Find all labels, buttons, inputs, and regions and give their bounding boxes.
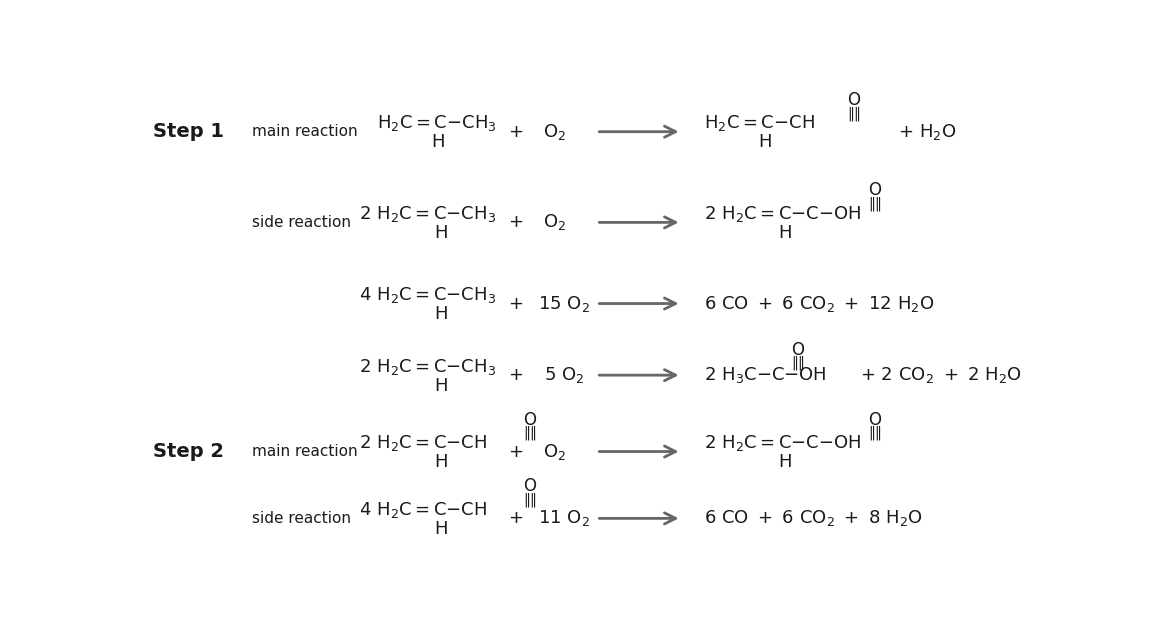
Text: $\mathregular{\|\|}$: $\mathregular{\|\|}$ bbox=[523, 425, 537, 443]
Text: +: + bbox=[508, 510, 523, 528]
Text: $\mathregular{2\ H_2C{=}C{-}C{-}OH}$: $\mathregular{2\ H_2C{=}C{-}C{-}OH}$ bbox=[703, 204, 862, 224]
Text: $\mathregular{H_2C{=}C{-}CH}$: $\mathregular{H_2C{=}C{-}CH}$ bbox=[703, 113, 814, 133]
Text: $\mathregular{+\ 2\ CO_2\ +\ 2\ H_2O}$: $\mathregular{+\ 2\ CO_2\ +\ 2\ H_2O}$ bbox=[860, 365, 1022, 385]
Text: $\mathregular{H_2O}$: $\mathregular{H_2O}$ bbox=[918, 122, 956, 142]
Text: $\mathregular{\|\|}$: $\mathregular{\|\|}$ bbox=[791, 354, 805, 372]
Text: $\mathregular{2\ H_2C{=}C{-}CH}$: $\mathregular{2\ H_2C{=}C{-}CH}$ bbox=[359, 433, 487, 453]
Text: $\mathregular{\|\|}$: $\mathregular{\|\|}$ bbox=[523, 491, 537, 509]
Text: +: + bbox=[508, 123, 523, 141]
Text: $\mathregular{5\ O_2}$: $\mathregular{5\ O_2}$ bbox=[544, 365, 584, 385]
Text: $\mathregular{4\ H_2C{=}C{-}CH_3}$: $\mathregular{4\ H_2C{=}C{-}CH_3}$ bbox=[359, 285, 497, 305]
Text: $\mathregular{2\ H_2C{=}C{-}CH_3}$: $\mathregular{2\ H_2C{=}C{-}CH_3}$ bbox=[359, 204, 497, 224]
Text: +: + bbox=[508, 443, 523, 461]
Text: side reaction: side reaction bbox=[252, 511, 351, 526]
Text: $\mathregular{2\ H_2C{=}C{-}C{-}OH}$: $\mathregular{2\ H_2C{=}C{-}C{-}OH}$ bbox=[703, 433, 862, 453]
Text: $\mathregular{H}$: $\mathregular{H}$ bbox=[431, 133, 445, 151]
Text: Step 2: Step 2 bbox=[154, 442, 224, 461]
Text: +: + bbox=[508, 366, 523, 384]
Text: $\mathregular{\|\|}$: $\mathregular{\|\|}$ bbox=[867, 195, 881, 213]
Text: $\mathregular{H}$: $\mathregular{H}$ bbox=[434, 453, 447, 471]
Text: $\mathregular{O_2}$: $\mathregular{O_2}$ bbox=[543, 122, 566, 142]
Text: $\mathregular{H}$: $\mathregular{H}$ bbox=[434, 305, 447, 323]
Text: +: + bbox=[897, 123, 912, 141]
Text: +: + bbox=[508, 294, 523, 312]
Text: $\mathregular{H_2C{=}C{-}CH_3}$: $\mathregular{H_2C{=}C{-}CH_3}$ bbox=[377, 113, 497, 133]
Text: side reaction: side reaction bbox=[252, 215, 351, 230]
Text: +: + bbox=[508, 213, 523, 231]
Text: $\mathregular{O}$: $\mathregular{O}$ bbox=[523, 410, 537, 428]
Text: $\mathregular{11\ O_2}$: $\mathregular{11\ O_2}$ bbox=[538, 508, 590, 528]
Text: $\mathregular{O_2}$: $\mathregular{O_2}$ bbox=[543, 441, 566, 461]
Text: main reaction: main reaction bbox=[252, 444, 357, 459]
Text: $\mathregular{2\ H_2C{=}C{-}CH_3}$: $\mathregular{2\ H_2C{=}C{-}CH_3}$ bbox=[359, 356, 497, 376]
Text: $\mathregular{H}$: $\mathregular{H}$ bbox=[758, 133, 772, 151]
Text: $\mathregular{O}$: $\mathregular{O}$ bbox=[867, 182, 882, 200]
Text: main reaction: main reaction bbox=[252, 124, 357, 139]
Text: $\mathregular{H}$: $\mathregular{H}$ bbox=[778, 224, 792, 242]
Text: $\mathregular{\|\|}$: $\mathregular{\|\|}$ bbox=[847, 105, 862, 123]
Text: $\mathregular{H}$: $\mathregular{H}$ bbox=[778, 453, 792, 471]
Text: $\mathregular{2\ H_3C{-}C{-}OH}$: $\mathregular{2\ H_3C{-}C{-}OH}$ bbox=[703, 365, 827, 385]
Text: $\mathregular{O}$: $\mathregular{O}$ bbox=[847, 91, 862, 108]
Text: $\mathregular{\|\|}$: $\mathregular{\|\|}$ bbox=[867, 425, 881, 443]
Text: $\mathregular{H}$: $\mathregular{H}$ bbox=[434, 224, 447, 242]
Text: $\mathregular{4\ H_2C{=}C{-}CH}$: $\mathregular{4\ H_2C{=}C{-}CH}$ bbox=[359, 500, 487, 520]
Text: $\mathregular{O}$: $\mathregular{O}$ bbox=[867, 410, 882, 428]
Text: $\mathregular{15\ O_2}$: $\mathregular{15\ O_2}$ bbox=[538, 293, 590, 314]
Text: $\mathregular{H}$: $\mathregular{H}$ bbox=[434, 377, 447, 395]
Text: $\mathregular{6\ CO\ +\ 6\ CO_2\ +\ 12\ H_2O}$: $\mathregular{6\ CO\ +\ 6\ CO_2\ +\ 12\ … bbox=[703, 293, 934, 314]
Text: $\mathregular{O}$: $\mathregular{O}$ bbox=[791, 342, 805, 360]
Text: $\mathregular{H}$: $\mathregular{H}$ bbox=[434, 520, 447, 538]
Text: $\mathregular{O}$: $\mathregular{O}$ bbox=[523, 477, 537, 495]
Text: $\mathregular{O_2}$: $\mathregular{O_2}$ bbox=[543, 213, 566, 232]
Text: Step 1: Step 1 bbox=[154, 122, 224, 141]
Text: $\mathregular{6\ CO\ +\ 6\ CO_2\ +\ 8\ H_2O}$: $\mathregular{6\ CO\ +\ 6\ CO_2\ +\ 8\ H… bbox=[703, 508, 923, 528]
